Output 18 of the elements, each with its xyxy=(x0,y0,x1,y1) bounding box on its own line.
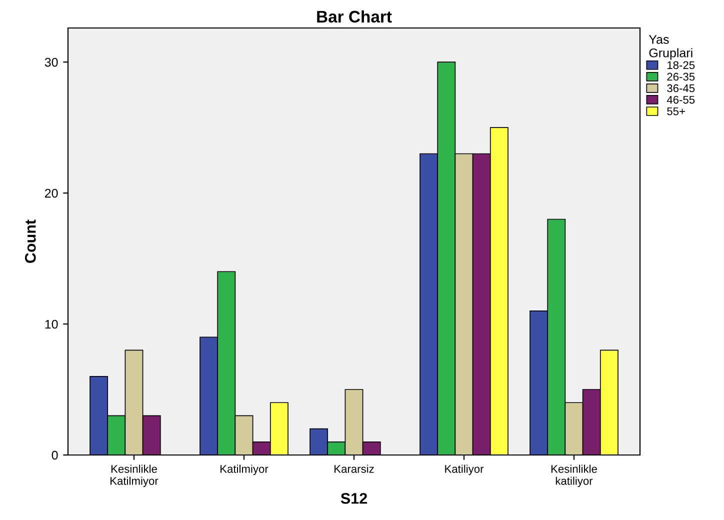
legend-title: Yas Gruplari xyxy=(648,35,692,60)
x-tick-label: Katilmiyor xyxy=(220,464,268,476)
y-axis-title: Count xyxy=(24,220,36,263)
y-tick-label: 30 xyxy=(44,58,58,67)
legend-label: 36-45 xyxy=(667,84,695,92)
y-tick-label: 10 xyxy=(45,320,58,329)
chart-title: Bar Chart xyxy=(317,10,392,23)
x-tick-label: Kararsiz xyxy=(334,464,374,473)
x-tick-label: Katiliyor xyxy=(445,464,484,476)
legend-label: 46-55 xyxy=(666,96,695,104)
y-tick-label: 20 xyxy=(45,188,58,198)
y-tick-label: 0 xyxy=(52,450,58,460)
legend-label: 26-35 xyxy=(667,72,695,81)
x-axis-title: S12 xyxy=(340,493,367,504)
legend-label: 55+ xyxy=(667,107,685,116)
x-tick-label: Kesinlikle Katilmiyor xyxy=(110,464,158,488)
x-tick-label: Kesinlikle katiliyor xyxy=(551,464,597,488)
legend-label: 18-25 xyxy=(668,61,695,70)
